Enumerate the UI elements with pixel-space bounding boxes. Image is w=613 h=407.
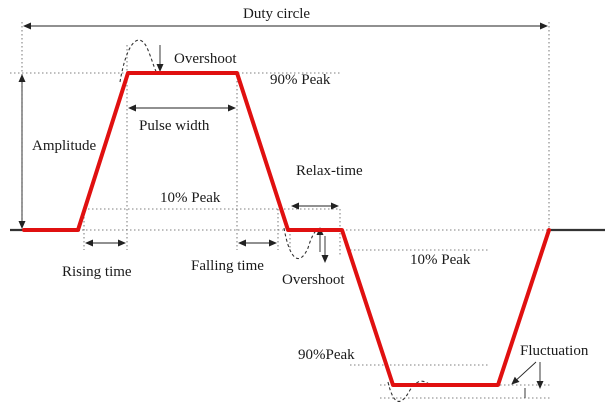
fluctuation-arrow-1 (511, 361, 537, 385)
pulse-width-label: Pulse width (139, 118, 210, 134)
amplitude-label: Amplitude (32, 138, 97, 154)
ringing-curves (119, 39, 433, 402)
relax-time-label: Relax-time (296, 163, 363, 179)
falling-time-label: Falling time (191, 258, 264, 274)
duty-circle-label: Duty circle (243, 6, 310, 22)
overshoot-bottom-label: Overshoot (282, 272, 345, 288)
dimension-arrows (18, 22, 548, 398)
pulse-signal (22, 71, 551, 387)
peak-90-top-label: 90% Peak (270, 72, 331, 88)
overshoot-top-label: Overshoot (174, 51, 237, 67)
fluctuation-label: Fluctuation (520, 343, 589, 359)
labels: Duty circle Overshoot 90% Peak Amplitude… (32, 6, 589, 363)
peak-10-bottom-label: 10% Peak (410, 252, 471, 268)
rising-time-label: Rising time (62, 264, 132, 280)
peak-90-bottom-label: 90%Peak (298, 347, 355, 363)
peak-10-top-label: 10% Peak (160, 190, 221, 206)
